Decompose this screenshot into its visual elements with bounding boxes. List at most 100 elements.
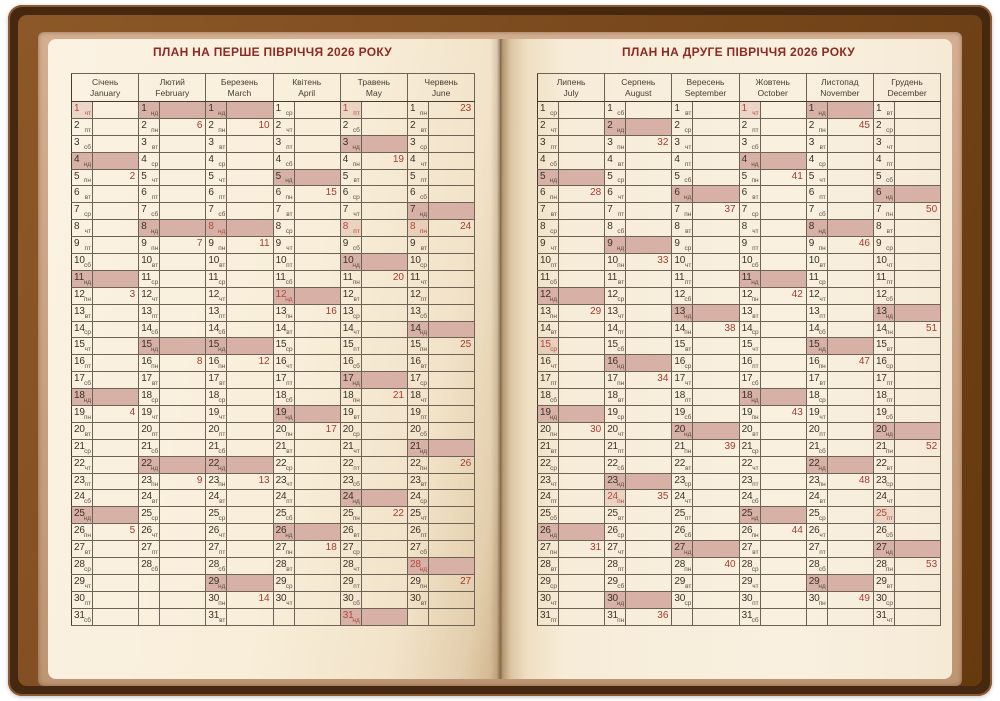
day-number: 7 bbox=[208, 204, 214, 216]
day-cell: 10 вт bbox=[138, 253, 161, 271]
weekday-abbr: пн bbox=[549, 194, 557, 202]
day-number: 21 bbox=[342, 440, 354, 452]
notes-cell bbox=[759, 472, 807, 491]
day-cell: 23 чт bbox=[272, 472, 295, 491]
day-number: 17 bbox=[74, 373, 85, 385]
weekday-abbr: сб bbox=[885, 295, 893, 303]
page-title-second-half: ПЛАН НА ДРУГЕ ПІВРІЧЧЯ 2026 РОКУ bbox=[621, 45, 856, 59]
day-cell: 26 вт bbox=[339, 523, 362, 542]
weekday-abbr: пн bbox=[617, 261, 625, 269]
day-number: 27 bbox=[342, 542, 354, 554]
day-number: 20 bbox=[410, 423, 421, 435]
day-number: 30 bbox=[410, 592, 421, 604]
day-cell: 20 вт bbox=[71, 421, 93, 440]
day-number: 5 bbox=[275, 170, 282, 182]
day-cell: 23 вт bbox=[407, 472, 429, 491]
notes-cell bbox=[826, 540, 874, 559]
notes-cell bbox=[360, 219, 409, 238]
day-number: 29 bbox=[607, 575, 618, 587]
day-cell: 25 сб bbox=[537, 506, 559, 525]
weekday-abbr: пн bbox=[617, 380, 625, 388]
day-number: 12 bbox=[607, 288, 618, 300]
day-cell: 19 пт bbox=[407, 405, 429, 423]
notes-cell bbox=[893, 168, 942, 187]
day-cell: 22 нд bbox=[138, 455, 161, 474]
notes-cell bbox=[625, 337, 673, 356]
notes-cell bbox=[226, 371, 274, 390]
day-cell: 15 ср bbox=[272, 337, 295, 356]
weekday-abbr: чт bbox=[151, 413, 159, 421]
day-number: 5 bbox=[342, 170, 349, 182]
weekday-abbr: пн bbox=[751, 532, 759, 540]
weekday-abbr: нд bbox=[616, 481, 625, 489]
week-number: 36 bbox=[657, 609, 669, 621]
day-cell: 8 сб bbox=[604, 219, 627, 238]
day-number: 8 bbox=[208, 221, 214, 233]
day-number: 23 bbox=[741, 474, 753, 486]
weekday-abbr: ср bbox=[84, 447, 91, 455]
weekday-abbr: пт bbox=[752, 481, 759, 489]
weekday-abbr: сб bbox=[84, 143, 91, 151]
notes-cell bbox=[826, 438, 874, 457]
day-cell: 6 вт bbox=[738, 185, 761, 204]
calendar-row: 7 ср 7 сб 7 сб 7 вт 7 чт 7 нд bbox=[71, 202, 476, 221]
calendar-row: 30 пт 30 пн 14 30 чт 30 сб 30 вт bbox=[71, 590, 476, 609]
day-number: 23 bbox=[540, 474, 551, 486]
notes-cell bbox=[159, 134, 207, 153]
notes-cell bbox=[893, 253, 942, 271]
day-number: 31 bbox=[74, 609, 85, 621]
notes-cell bbox=[360, 607, 409, 626]
calendar-row: 24 пт 24 пн 35 24 чт 24 сб 24 вт 24 чт bbox=[537, 489, 942, 508]
day-number: 1 bbox=[875, 103, 882, 114]
notes-cell bbox=[226, 185, 274, 204]
day-cell: 5 пн bbox=[71, 168, 93, 187]
day-number: 29 bbox=[741, 575, 753, 587]
day-number: 17 bbox=[275, 373, 287, 385]
notes-cell: 33 bbox=[625, 253, 673, 271]
day-cell: 16 чт bbox=[272, 354, 295, 373]
day-number: 30 bbox=[808, 592, 820, 604]
weekday-abbr: сб bbox=[84, 261, 91, 269]
weekday-abbr: вт bbox=[685, 109, 692, 117]
day-cell: 28 сб bbox=[205, 557, 228, 575]
weekday-abbr: сб bbox=[420, 430, 427, 438]
notes-cell bbox=[91, 134, 140, 153]
day-number: 9 bbox=[808, 238, 815, 250]
weekday-abbr: ср bbox=[886, 599, 893, 607]
weekday-abbr: сб bbox=[885, 177, 893, 185]
day-number: 26 bbox=[275, 525, 287, 537]
notes-cell bbox=[692, 421, 740, 440]
notes-cell bbox=[91, 151, 140, 170]
day-cell: 17 вт bbox=[138, 371, 161, 390]
day-cell: 6 ср bbox=[339, 185, 362, 204]
weekday-abbr: вт bbox=[151, 143, 159, 151]
day-number: 19 bbox=[741, 407, 753, 419]
day-cell: 27 нд bbox=[671, 540, 694, 559]
weekday-abbr: пн bbox=[751, 295, 759, 303]
weekday-abbr: вт bbox=[550, 565, 557, 573]
day-cell: 18 вт bbox=[604, 388, 627, 407]
day-number: 25 bbox=[208, 508, 220, 520]
notes-cell bbox=[427, 438, 476, 457]
weekday-abbr: ср bbox=[617, 177, 625, 185]
day-number: 25 bbox=[741, 508, 753, 520]
day-cell: 15 чт bbox=[71, 337, 93, 356]
day-number: 18 bbox=[275, 390, 287, 402]
day-cell: 23 нд bbox=[604, 472, 627, 491]
day-number: 27 bbox=[741, 542, 753, 554]
notes-cell bbox=[293, 371, 341, 390]
notes-cell bbox=[293, 151, 341, 170]
day-cell: 9 чт bbox=[537, 236, 559, 255]
month-header: Грудень December bbox=[872, 73, 942, 102]
notes-cell: 34 bbox=[625, 371, 673, 390]
day-number: 14 bbox=[674, 322, 686, 334]
notes-cell bbox=[893, 472, 942, 491]
day-cell: 1 вт bbox=[872, 101, 895, 119]
calendar-table-first-half: Січень January Лютий February Березень March К… bbox=[70, 73, 476, 626]
notes-cell: 2 bbox=[91, 168, 140, 187]
weekday-abbr: пн bbox=[218, 599, 226, 607]
day-cell: 4 ср bbox=[138, 151, 161, 170]
weekday-abbr: пт bbox=[420, 295, 428, 303]
day-cell: 20 пн bbox=[272, 421, 295, 440]
day-number: 10 bbox=[674, 255, 686, 267]
